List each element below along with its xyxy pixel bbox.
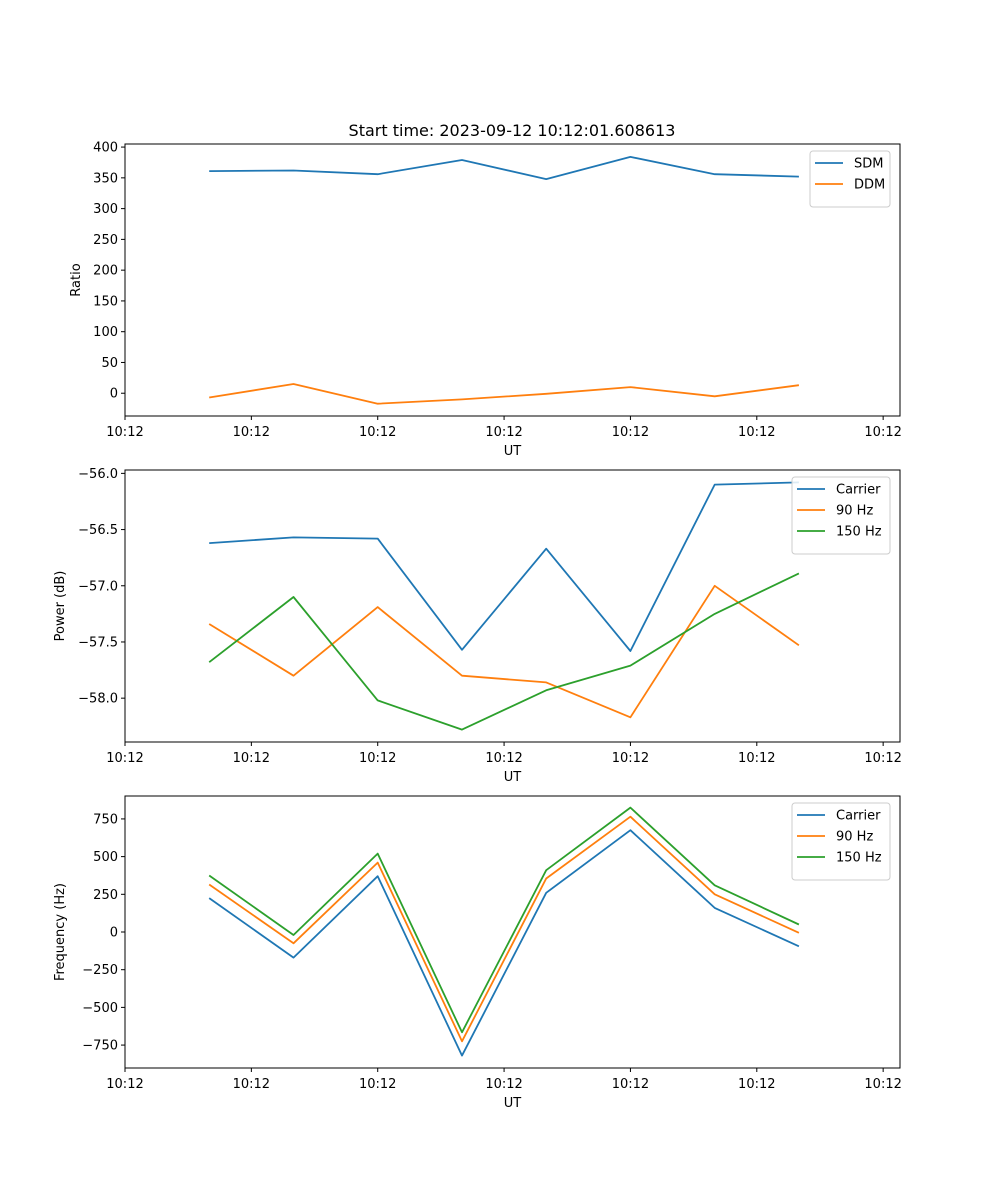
- y-tick-label: 0: [110, 387, 118, 402]
- y-tick-label: −58.0: [78, 692, 118, 707]
- y-tick-label: 500: [93, 850, 118, 865]
- plot-frame: [124, 795, 901, 1069]
- series-line-150-hz: [208, 572, 800, 731]
- panel-frequency: −750 −500 −250 0 250 500 750 10:12 10:12 10:12 10:…: [53, 795, 902, 1111]
- legend-box: [791, 476, 891, 555]
- x-tick-label: 10:12: [612, 751, 649, 766]
- x-tick-label: 10:12: [359, 425, 396, 440]
- x-tick-label: 10:12: [864, 1077, 901, 1092]
- y-axis-label: Ratio: [69, 263, 84, 296]
- x-axis-label: UT: [504, 444, 522, 459]
- y-tick-label: 750: [93, 812, 118, 827]
- legend-label: Carrier: [836, 483, 881, 498]
- y-tick-label: 100: [93, 325, 118, 340]
- x-tick-label: 10:12: [233, 425, 270, 440]
- legend-box: [809, 150, 891, 208]
- y-tick-label: 300: [93, 202, 118, 217]
- plot-frame: [124, 469, 901, 743]
- legend-label: Carrier: [836, 809, 881, 824]
- series-line-sdm: [209, 155, 799, 181]
- frequency-plot: −750 −500 −250 0 250 500 750 10:12 10:12 10:12 10:…: [53, 795, 902, 1111]
- x-tick-label: 10:12: [485, 751, 522, 766]
- legend-label: DDM: [854, 178, 885, 193]
- y-tick-label: −57.0: [78, 579, 118, 594]
- y-tick-label: 50: [101, 356, 118, 371]
- legend: Carrier 90 Hz 150 Hz: [791, 802, 891, 881]
- x-axis-label: UT: [504, 1096, 522, 1111]
- y-tick-label: −500: [82, 1001, 118, 1016]
- series-line-carrier: [208, 829, 800, 1057]
- x-tick-label: 10:12: [106, 751, 143, 766]
- legend-label: 90 Hz: [836, 830, 873, 845]
- legend-label: SDM: [854, 157, 883, 172]
- plot-frame: [124, 143, 901, 417]
- y-tick-label: 250: [93, 233, 118, 248]
- legend: Carrier 90 Hz 150 Hz: [791, 476, 891, 555]
- x-tick-label: 10:12: [612, 425, 649, 440]
- legend: SDM DDM: [809, 150, 891, 208]
- y-tick-label: −250: [82, 963, 118, 978]
- series-line-150-hz: [208, 806, 800, 1034]
- y-tick-label: 0: [110, 926, 118, 941]
- x-tick-label: 10:12: [864, 751, 901, 766]
- y-axis-label: Power (dB): [53, 571, 68, 642]
- x-tick-label: 10:12: [106, 1077, 143, 1092]
- x-tick-label: 10:12: [612, 1077, 649, 1092]
- y-tick-label: −56.0: [78, 467, 118, 482]
- x-tick-label: 10:12: [485, 1077, 522, 1092]
- x-tick-label: 10:12: [738, 425, 775, 440]
- series-line-90-hz: [208, 584, 800, 719]
- x-tick-label: 10:12: [359, 751, 396, 766]
- legend-box: [791, 802, 891, 881]
- y-tick-label: −56.5: [78, 523, 118, 538]
- y-tick-label: 200: [93, 264, 118, 279]
- x-tick-label: 10:12: [106, 425, 143, 440]
- y-axis-label: Frequency (Hz): [53, 883, 68, 981]
- y-tick-label: −750: [82, 1039, 118, 1054]
- legend-label: 150 Hz: [836, 851, 882, 866]
- y-tick-label: 350: [93, 171, 118, 186]
- x-tick-label: 10:12: [864, 425, 901, 440]
- figure-title: Start time: 2023-09-12 10:12:01.608613: [349, 121, 676, 140]
- panel-ratio: Start time: 2023-09-12 10:12:01.608613 0…: [69, 121, 902, 459]
- x-tick-label: 10:12: [485, 425, 522, 440]
- y-tick-label: −57.5: [78, 635, 118, 650]
- x-tick-label: 10:12: [233, 751, 270, 766]
- panel-power: −58.0 −57.5 −57.0 −56.5 −56.0 10:12 10:12 10:12…: [53, 467, 902, 785]
- legend-label: 90 Hz: [836, 504, 873, 519]
- x-tick-label: 10:12: [738, 751, 775, 766]
- ratio-plot: 0 50 100 150 200 250 300 350 400 10:12 10:12 10:12 1…: [69, 141, 902, 459]
- y-tick-label: 150: [93, 294, 118, 309]
- x-axis-label: UT: [504, 770, 522, 785]
- y-tick-label: 250: [93, 888, 118, 903]
- y-tick-label: 400: [93, 141, 118, 156]
- series-line-90-hz: [208, 815, 800, 1043]
- power-plot: −58.0 −57.5 −57.0 −56.5 −56.0 10:12 10:12 10:12…: [53, 467, 902, 785]
- x-tick-label: 10:12: [233, 1077, 270, 1092]
- series-line-ddm: [209, 383, 800, 405]
- legend-label: 150 Hz: [836, 525, 882, 540]
- x-tick-label: 10:12: [359, 1077, 396, 1092]
- x-tick-label: 10:12: [738, 1077, 775, 1092]
- series-line-carrier: [209, 481, 799, 652]
